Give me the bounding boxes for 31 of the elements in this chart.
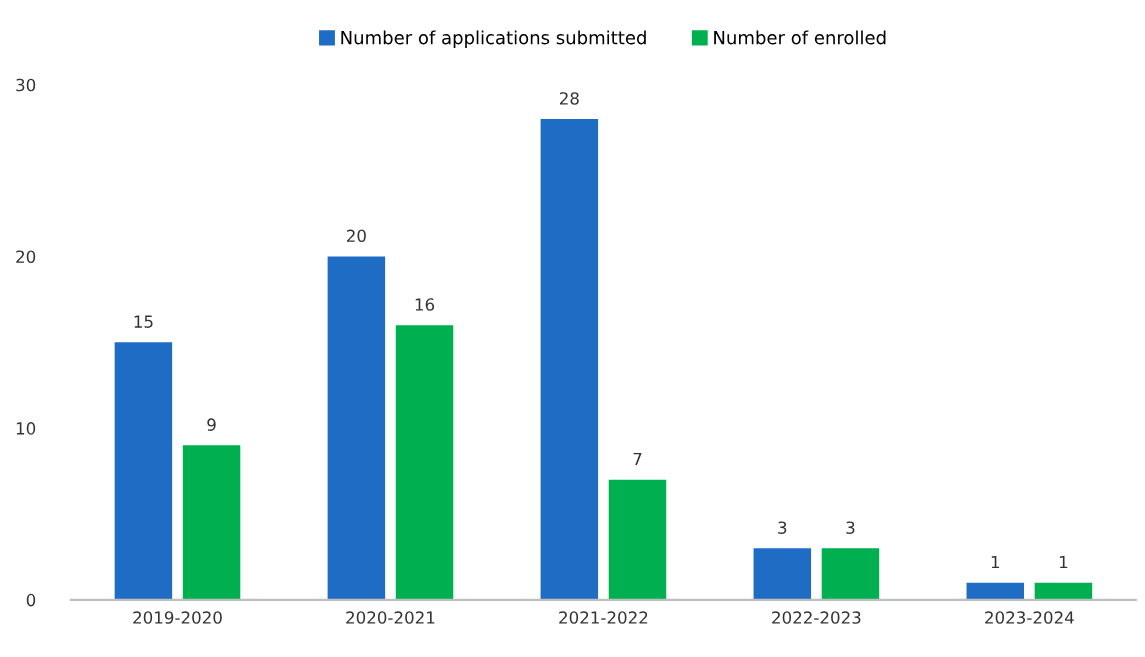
bar	[540, 119, 599, 600]
data-label: 28	[559, 92, 579, 105]
bar	[114, 342, 173, 600]
legend-label: Number of enrolled	[714, 30, 886, 45]
x-tick-label: 2020-2021	[346, 611, 435, 624]
bar	[395, 325, 454, 600]
bar	[1034, 582, 1093, 600]
legend-label: Number of applications submitted	[341, 30, 646, 48]
bar	[182, 445, 241, 600]
x-tick-label: 2023-2024	[985, 611, 1074, 624]
bar	[327, 256, 386, 600]
x-tick-label: 2019-2020	[133, 611, 222, 624]
data-label: 3	[846, 521, 855, 534]
bar	[608, 479, 667, 600]
data-label: 3	[778, 521, 787, 534]
data-label: 20	[346, 229, 366, 243]
data-label: 15	[134, 315, 153, 328]
y-tick-label: 0	[26, 593, 36, 607]
bar	[753, 548, 812, 600]
data-label: 7	[633, 452, 642, 466]
data-label: 1	[991, 555, 1000, 569]
bar	[821, 548, 880, 600]
bar	[966, 582, 1025, 600]
data-label: 1	[1059, 555, 1068, 569]
y-tick-label: 30	[16, 78, 36, 92]
x-tick-label: 2022-2023	[772, 611, 861, 624]
data-label: 9	[207, 418, 216, 431]
x-tick-label: 2021-2022	[559, 611, 648, 624]
y-tick-label: 20	[16, 250, 36, 264]
data-label: 16	[415, 298, 435, 311]
y-tick-label: 10	[16, 422, 36, 435]
